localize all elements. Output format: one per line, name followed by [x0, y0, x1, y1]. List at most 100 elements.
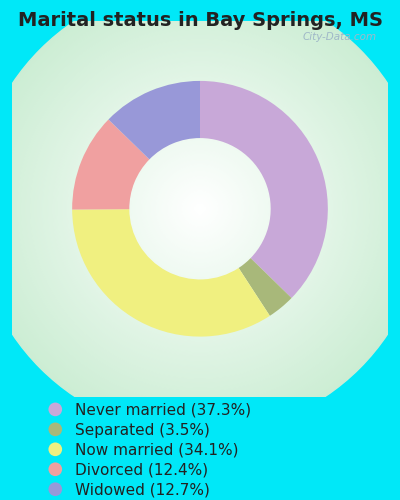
Circle shape: [114, 122, 286, 295]
Circle shape: [108, 117, 292, 300]
Circle shape: [140, 148, 260, 269]
Circle shape: [0, 0, 400, 422]
Circle shape: [146, 154, 254, 263]
Circle shape: [89, 98, 311, 320]
Circle shape: [97, 106, 303, 312]
Circle shape: [130, 138, 270, 279]
Circle shape: [158, 167, 242, 250]
Circle shape: [167, 176, 233, 242]
Circle shape: [125, 134, 275, 284]
Circle shape: [100, 109, 300, 308]
Circle shape: [0, 4, 400, 413]
Circle shape: [21, 30, 379, 388]
Circle shape: [88, 96, 312, 321]
Circle shape: [83, 92, 317, 326]
Circle shape: [168, 177, 232, 240]
Circle shape: [181, 190, 219, 228]
Circle shape: [176, 185, 224, 232]
Circle shape: [0, 0, 400, 428]
Circle shape: [132, 140, 268, 277]
Circle shape: [133, 142, 267, 276]
Legend: Never married (37.3%), Separated (3.5%), Now married (34.1%), Divorced (12.4%), : Never married (37.3%), Separated (3.5%),…: [48, 402, 251, 498]
Circle shape: [75, 84, 325, 334]
Circle shape: [12, 20, 388, 397]
Circle shape: [92, 101, 308, 316]
Circle shape: [166, 174, 234, 243]
Circle shape: [183, 192, 217, 226]
Wedge shape: [108, 81, 200, 160]
Circle shape: [0, 0, 400, 418]
Circle shape: [144, 153, 256, 264]
Circle shape: [196, 204, 204, 214]
Circle shape: [180, 188, 220, 229]
Circle shape: [73, 82, 327, 336]
Circle shape: [186, 195, 214, 222]
Circle shape: [42, 51, 358, 366]
Circle shape: [29, 38, 371, 380]
Circle shape: [50, 59, 350, 358]
Circle shape: [110, 119, 290, 298]
Circle shape: [53, 62, 347, 356]
Circle shape: [0, 0, 400, 420]
Circle shape: [33, 42, 367, 376]
Circle shape: [152, 161, 248, 256]
Circle shape: [81, 90, 319, 328]
Circle shape: [0, 0, 400, 432]
Circle shape: [122, 130, 278, 287]
Circle shape: [87, 96, 313, 322]
Circle shape: [30, 38, 370, 379]
Circle shape: [0, 0, 400, 426]
Circle shape: [70, 78, 330, 339]
Circle shape: [0, 6, 400, 412]
Circle shape: [86, 94, 314, 324]
Circle shape: [0, 0, 400, 434]
Circle shape: [148, 156, 252, 261]
Circle shape: [38, 46, 362, 371]
Circle shape: [58, 67, 342, 350]
Circle shape: [34, 43, 366, 374]
Circle shape: [115, 124, 285, 294]
Circle shape: [10, 18, 390, 399]
Circle shape: [184, 193, 216, 224]
Circle shape: [91, 100, 309, 318]
Circle shape: [98, 106, 302, 311]
Circle shape: [0, 0, 400, 423]
Wedge shape: [72, 120, 149, 210]
Circle shape: [128, 136, 272, 282]
Circle shape: [72, 80, 328, 337]
Circle shape: [79, 88, 321, 330]
Circle shape: [46, 54, 354, 363]
Circle shape: [149, 158, 251, 260]
Circle shape: [160, 169, 240, 248]
Circle shape: [68, 77, 332, 340]
Circle shape: [121, 130, 279, 288]
Circle shape: [0, 7, 400, 410]
Circle shape: [52, 60, 348, 358]
Circle shape: [7, 16, 393, 402]
Circle shape: [28, 36, 372, 381]
Circle shape: [105, 114, 295, 304]
Circle shape: [54, 62, 346, 355]
Circle shape: [94, 102, 306, 316]
Circle shape: [0, 0, 400, 426]
Circle shape: [102, 112, 298, 306]
Circle shape: [0, 4, 400, 414]
Circle shape: [71, 80, 329, 338]
Wedge shape: [200, 81, 328, 298]
Circle shape: [126, 135, 274, 282]
Circle shape: [24, 33, 376, 385]
Circle shape: [182, 190, 218, 227]
Circle shape: [124, 133, 276, 284]
Circle shape: [26, 34, 374, 384]
Circle shape: [113, 122, 287, 296]
Circle shape: [55, 64, 345, 354]
Circle shape: [170, 180, 230, 238]
Circle shape: [164, 172, 236, 245]
Circle shape: [139, 148, 261, 270]
Circle shape: [67, 76, 333, 342]
Circle shape: [191, 200, 209, 218]
Circle shape: [49, 58, 351, 360]
Circle shape: [14, 23, 386, 394]
Circle shape: [162, 170, 238, 248]
Circle shape: [44, 52, 356, 365]
